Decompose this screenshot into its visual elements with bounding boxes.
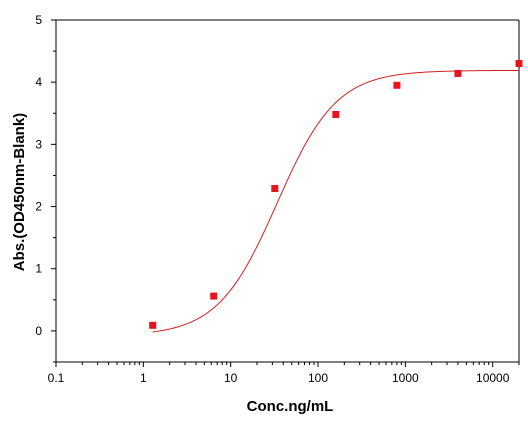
y-tick-label: 0 (35, 324, 42, 338)
x-tick-label: 0.1 (48, 371, 65, 385)
x-tick-label: 1 (140, 371, 147, 385)
x-tick-label: 1000 (392, 371, 419, 385)
x-tick-label: 10000 (476, 371, 510, 385)
plot-frame (55, 19, 520, 363)
x-tick-label: 10 (224, 371, 238, 385)
data-points-layer (149, 60, 523, 329)
y-tick-label: 4 (35, 75, 42, 89)
data-point (393, 81, 401, 89)
y-tick-label: 5 (35, 13, 42, 27)
data-point (332, 111, 340, 119)
fit-curve (152, 69, 520, 333)
data-point (515, 60, 523, 68)
y-tick-label: 2 (35, 200, 42, 214)
x-tick-label: 100 (308, 371, 328, 385)
y-tick-label: 3 (35, 137, 42, 151)
y-tick-label: 1 (35, 262, 42, 276)
data-point (149, 321, 157, 329)
axis-ticks: 0.1 1 10 100 1000 10000 0 1 2 3 4 5 (35, 13, 520, 385)
data-point (210, 292, 218, 300)
data-point (271, 185, 279, 193)
y-axis-label: Abs.(OD450nm-Blank) (11, 113, 28, 271)
x-axis-label: Conc.ng/mL (247, 398, 334, 415)
fit-curve-layer (152, 69, 520, 333)
data-point (454, 69, 462, 77)
